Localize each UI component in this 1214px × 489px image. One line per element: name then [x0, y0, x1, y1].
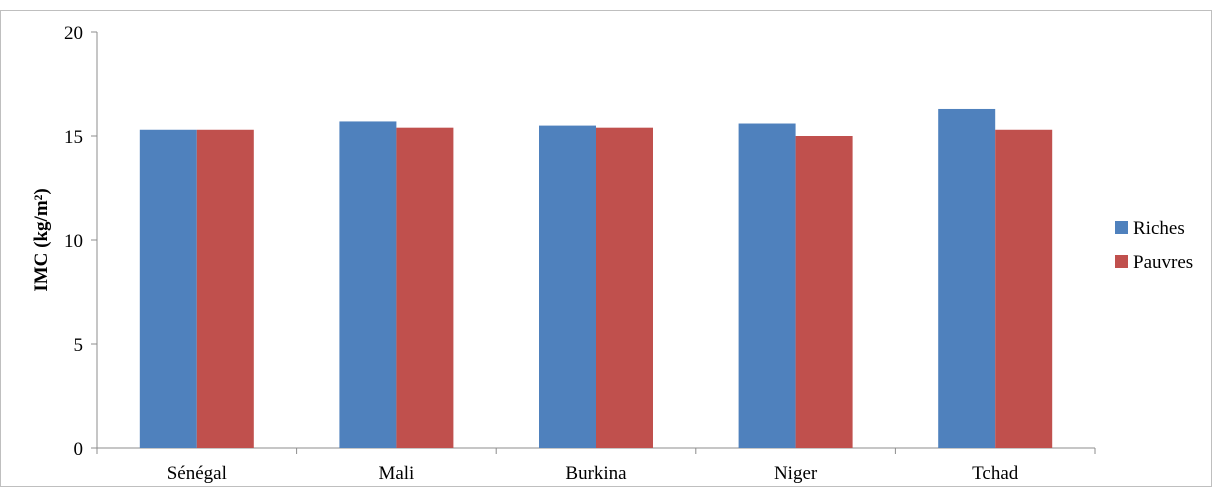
bar-riches-sénégal: [139, 129, 197, 448]
x-tick-label: Niger: [774, 463, 818, 484]
bar-riches-burkina: [539, 125, 596, 448]
bar-pauvres-mali: [396, 127, 454, 449]
y-tick-label: 15: [64, 127, 83, 148]
chart-frame: [0, 10, 1212, 487]
bar-riches-mali: [339, 121, 397, 448]
bar-pauvres-niger: [795, 136, 853, 448]
x-axis-ticks: Sénégal Mali Burkina Niger Tchad: [96, 448, 1096, 484]
bar-pauvres-burkina: [596, 127, 653, 449]
x-tick-label: Burkina: [565, 463, 627, 484]
bar-riches-tchad: [938, 108, 996, 449]
bar-riches-niger: [738, 123, 796, 449]
x-tick-label: Tchad: [972, 463, 1019, 484]
legend: Riches Pauvres: [1115, 218, 1193, 273]
bar-pauvres-sénégal: [196, 129, 254, 448]
bars: [139, 108, 1053, 449]
legend-label-pauvres: Pauvres: [1133, 252, 1193, 273]
y-tick-label: 5: [74, 335, 84, 356]
legend-swatch-riches: [1115, 221, 1128, 234]
y-tick-label: 10: [64, 231, 83, 252]
bar-pauvres-tchad: [995, 129, 1053, 448]
legend-swatch-pauvres: [1115, 255, 1128, 268]
x-tick-label: Sénégal: [167, 463, 227, 484]
x-tick-label: Mali: [378, 463, 414, 484]
y-axis-ticks: 0 5 10 15 20: [64, 23, 97, 460]
legend-label-riches: Riches: [1133, 218, 1185, 239]
y-tick-label: 0: [74, 439, 84, 460]
y-axis-label: IMC (kg/m²): [31, 188, 52, 291]
y-tick-label: 20: [64, 23, 83, 44]
